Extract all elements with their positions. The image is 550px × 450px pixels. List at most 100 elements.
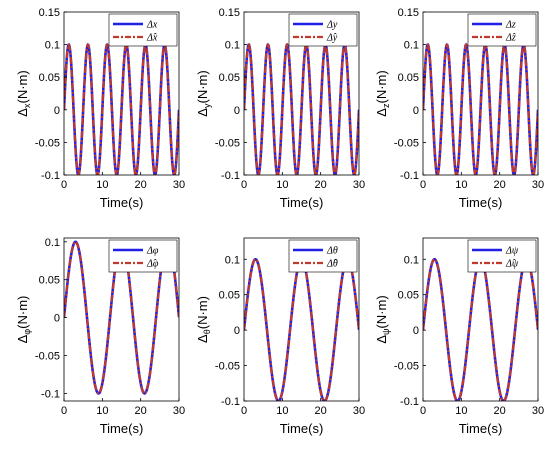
y-tick-label: -0.1 <box>400 170 419 182</box>
legend: Δφ Δ̂φ <box>108 239 178 273</box>
series-line-estimate <box>423 258 538 401</box>
legend: Δy Δ̂y <box>288 13 358 47</box>
y-tick-label: 0.1 <box>45 237 60 249</box>
y-axis-label: Δz(N·m) <box>374 70 391 116</box>
y-tick-label: 0.05 <box>398 72 419 84</box>
x-axis-label: Time(s) <box>100 421 144 436</box>
legend-box <box>288 239 358 273</box>
legend: Δx Δ̂x <box>108 13 178 47</box>
y-tick-label: -0.05 <box>215 361 240 373</box>
axes-frame <box>63 11 180 176</box>
subplot-4: 0 10 20 30 -0.1 -0.05 0 0.05 0.1 Time(s) Δφ(N·m) Δφ… <box>15 237 185 436</box>
legend-box <box>467 239 537 273</box>
legend-label: Δ̂θ <box>326 259 338 270</box>
legend-label: Δx <box>146 20 158 31</box>
y-tick-label: 0.05 <box>219 72 240 84</box>
legend: Δψ Δ̂ψ <box>467 239 537 273</box>
legend-label: Δ̂ψ <box>505 259 519 270</box>
x-tick-label: 10 <box>276 405 288 417</box>
legend-label: Δ̂x <box>146 33 158 44</box>
x-tick-label: 10 <box>276 179 288 191</box>
y-tick-label: 0.1 <box>404 40 419 52</box>
series-group <box>423 42 538 175</box>
legend: Δθ Δ̂θ <box>288 239 358 273</box>
legend-box <box>467 13 537 47</box>
legend-label: Δ̂y <box>326 33 338 44</box>
subplot-3: 0 10 20 30 -0.1 -0.05 0 0.05 0.1 0.15 Time(s) Δz(N·… <box>374 7 544 210</box>
x-tick-label: 0 <box>420 405 426 417</box>
x-tick-label: 10 <box>455 179 467 191</box>
y-axis-label: Δx(N·m) <box>15 70 32 116</box>
series-line-estimate <box>244 258 359 401</box>
x-axis-label: Time(s) <box>459 421 503 436</box>
x-tick-label: 20 <box>315 179 327 191</box>
x-tick-label: 30 <box>173 179 185 191</box>
y-tick-label: 0.1 <box>225 40 240 52</box>
x-tick-label: 30 <box>173 405 185 417</box>
y-axis-label: Δθ(N·m) <box>195 296 212 343</box>
y-axis-label: Δy(N·m) <box>195 70 212 116</box>
x-tick-label: 30 <box>353 405 365 417</box>
x-tick-label: 0 <box>61 405 67 417</box>
y-axis-label: Δφ(N·m) <box>15 296 32 344</box>
x-axis-label: Time(s) <box>280 195 324 210</box>
legend-label: Δφ <box>146 246 159 257</box>
y-tick-label: 0.05 <box>398 290 419 302</box>
x-axis-label: Time(s) <box>280 421 324 436</box>
y-tick-label: -0.05 <box>35 351 60 363</box>
x-tick-label: 20 <box>494 179 506 191</box>
legend-label: Δψ <box>505 246 519 257</box>
y-tick-label: 0.05 <box>39 275 60 287</box>
y-tick-label: 0 <box>413 105 419 117</box>
legend-box <box>288 13 358 47</box>
x-axis-label: Time(s) <box>459 195 503 210</box>
series-line-estimate <box>244 43 359 175</box>
y-tick-label: -0.05 <box>215 137 240 149</box>
x-tick-label: 10 <box>96 179 108 191</box>
y-tick-label: -0.1 <box>41 388 60 400</box>
x-tick-label: 30 <box>532 179 544 191</box>
y-tick-label: 0.15 <box>219 7 240 19</box>
series-line-estimate <box>423 43 538 175</box>
y-tick-label: -0.1 <box>221 170 240 182</box>
legend-label: Δz <box>505 20 516 31</box>
x-tick-label: 0 <box>241 405 247 417</box>
axes-frame <box>422 237 539 402</box>
y-tick-label: 0.15 <box>398 7 419 19</box>
legend-label: Δy <box>326 20 338 31</box>
legend-label: Δ̂z <box>505 33 516 44</box>
legend-box <box>108 13 178 47</box>
x-axis-label: Time(s) <box>100 195 144 210</box>
x-tick-label: 10 <box>96 405 108 417</box>
y-tick-label: 0.1 <box>225 254 240 266</box>
legend: Δz Δ̂z <box>467 13 537 47</box>
y-tick-label: -0.1 <box>400 396 419 408</box>
y-tick-label: 0 <box>413 325 419 337</box>
y-tick-label: 0 <box>54 313 60 325</box>
series-group <box>64 42 179 175</box>
subplot-2: 0 10 20 30 -0.1 -0.05 0 0.05 0.1 0.15 Time(s) Δy(N·… <box>195 7 365 210</box>
subplot-1: 0 10 20 30 -0.1 -0.05 0 0.05 0.1 0.15 Time(s) Δx(N·… <box>15 7 185 210</box>
x-tick-label: 20 <box>135 405 147 417</box>
x-tick-label: 0 <box>61 179 67 191</box>
y-tick-label: -0.05 <box>394 361 419 373</box>
y-tick-label: -0.05 <box>394 137 419 149</box>
x-tick-label: 30 <box>353 179 365 191</box>
axes-frame <box>243 11 360 176</box>
legend-box <box>108 239 178 273</box>
y-tick-label: -0.1 <box>221 396 240 408</box>
x-tick-label: 20 <box>494 405 506 417</box>
y-axis-label: Δψ(N·m) <box>374 295 391 343</box>
y-tick-label: -0.05 <box>35 137 60 149</box>
y-tick-label: 0.05 <box>219 290 240 302</box>
subplot-6: 0 10 20 30 -0.1 -0.05 0 0.05 0.1 Time(s) Δψ(N·m) Δψ… <box>374 237 544 436</box>
axes-frame <box>422 11 539 176</box>
x-tick-label: 10 <box>455 405 467 417</box>
y-tick-label: 0.15 <box>39 7 60 19</box>
series-line-estimate <box>64 43 179 175</box>
legend-label: Δ̂φ <box>146 259 159 270</box>
y-tick-label: -0.1 <box>41 170 60 182</box>
axes-frame <box>63 237 180 402</box>
axes-frame <box>243 237 360 402</box>
